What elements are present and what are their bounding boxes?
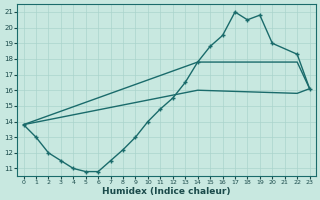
X-axis label: Humidex (Indice chaleur): Humidex (Indice chaleur) (102, 187, 231, 196)
